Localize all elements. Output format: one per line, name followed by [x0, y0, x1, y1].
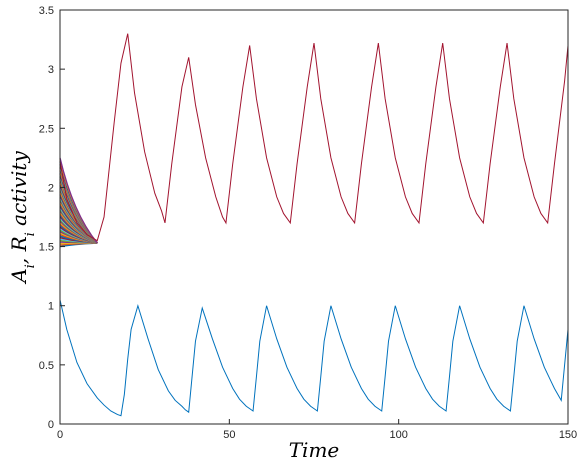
- x-tick-label: 100: [389, 429, 407, 441]
- y-tick-label: 3: [48, 64, 54, 76]
- y-tick-label: 1.5: [39, 242, 54, 254]
- series-line-0: [59, 299, 569, 417]
- y-axis-label-group: Ai, Ri activity: [7, 151, 38, 285]
- plot-frame: [59, 9, 569, 425]
- y-tick-label: 2.5: [39, 123, 54, 135]
- y-tick-label: 2: [48, 182, 54, 194]
- series-layer: [59, 33, 569, 417]
- y-tick-label: 3.5: [39, 5, 54, 17]
- y-tick-label: 0.5: [39, 360, 54, 372]
- ticks-layer: 0 50 100 150 0 0.5 1 1.5 2 2.5 3 3.5: [39, 5, 577, 441]
- y-tick-label: 1: [48, 301, 54, 313]
- x-tick-label: 0: [57, 429, 63, 441]
- y-axis-label: Ai, Ri activity: [7, 151, 38, 285]
- transient-line: [59, 157, 98, 244]
- x-tick-label: 150: [559, 429, 577, 441]
- series-line-1: [59, 33, 569, 242]
- x-tick-label: 50: [223, 429, 235, 441]
- initial-transient-band: [59, 157, 98, 248]
- y-tick-label: 0: [48, 419, 54, 431]
- x-axis-label: Time: [289, 438, 340, 462]
